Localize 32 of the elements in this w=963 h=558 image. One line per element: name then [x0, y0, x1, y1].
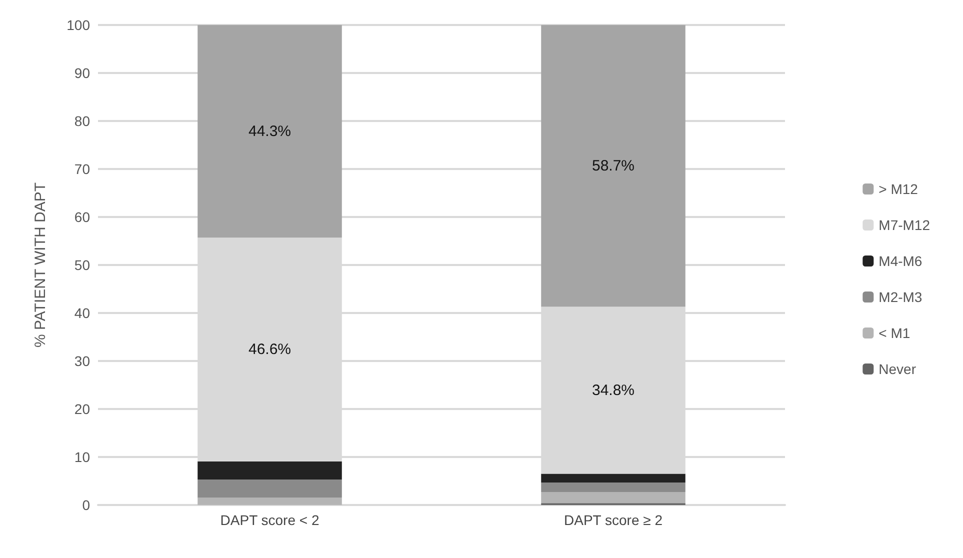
y-tick-label: 40: [74, 305, 90, 321]
y-axis-title: % PATIENT WITH DAPT: [32, 182, 49, 348]
x-tick-label: DAPT score < 2: [220, 512, 320, 528]
legend-label: M2-M3: [878, 289, 922, 305]
data-label: 34.8%: [592, 382, 635, 399]
y-tick-label: 10: [74, 449, 90, 465]
y-tick-label: 50: [74, 257, 90, 273]
y-tick-label: 70: [74, 161, 90, 177]
legend-label: M4-M6: [878, 253, 922, 269]
legend-label: M7-M12: [878, 217, 930, 233]
y-tick-label: 30: [74, 353, 90, 369]
y-tick-label: 100: [66, 17, 90, 33]
x-tick-label: DAPT score ≥ 2: [564, 512, 663, 528]
y-tick-label: 90: [74, 65, 90, 81]
y-tick-label: 0: [82, 497, 90, 513]
bar: [198, 25, 342, 238]
bar: [198, 480, 342, 498]
legend-label: > M12: [878, 181, 918, 197]
bar: [198, 461, 342, 480]
data-label: 44.3%: [248, 122, 292, 140]
y-tick-label: 20: [74, 401, 90, 417]
bar: [541, 25, 686, 307]
legend-label: < M1: [878, 325, 910, 341]
bar: [541, 492, 686, 504]
data-label: 58.7%: [592, 157, 635, 174]
legend-label: Never: [878, 361, 916, 377]
data-label: 46.6%: [248, 340, 292, 358]
bar: [198, 498, 342, 505]
bar: [541, 482, 686, 492]
bar: [541, 474, 686, 482]
y-tick-label: 80: [74, 113, 90, 129]
y-tick-label: 60: [74, 209, 90, 225]
